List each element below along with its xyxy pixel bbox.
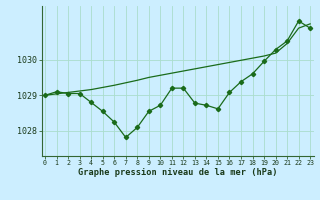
X-axis label: Graphe pression niveau de la mer (hPa): Graphe pression niveau de la mer (hPa) <box>78 168 277 177</box>
